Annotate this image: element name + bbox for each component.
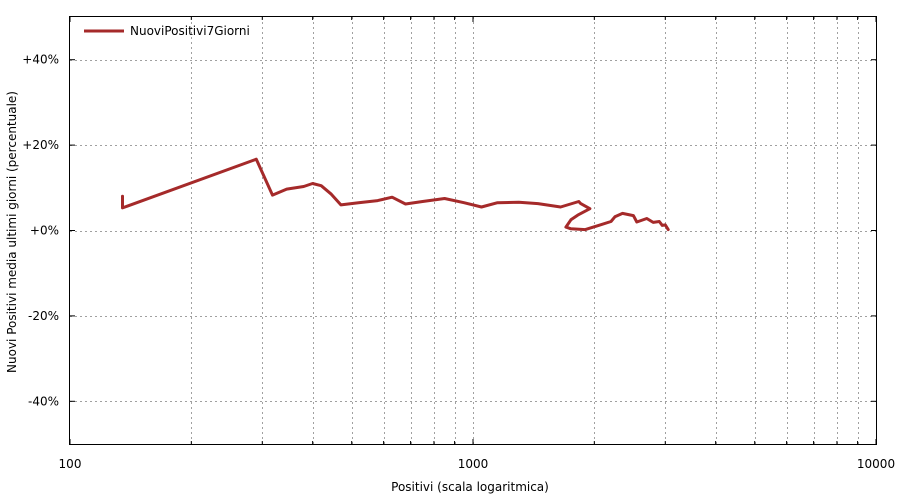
- axis-ticks: 100 1000 10000 -40% -20% +0% +20% +40%: [22, 17, 895, 471]
- legend: NuoviPositivi7Giorni: [84, 24, 250, 38]
- legend-label: NuoviPositivi7Giorni: [130, 24, 250, 38]
- x-tick-label: 1000: [458, 457, 489, 471]
- y-tick-label: +20%: [22, 138, 59, 152]
- plot-frame: [69, 16, 877, 445]
- y-axis-title: Nuovi Positivi media ultimi giorni (perc…: [5, 91, 19, 373]
- x-tick-label: 100: [59, 457, 82, 471]
- x-axis-title: Positivi (scala logaritmica): [391, 480, 549, 494]
- y-tick-label: +40%: [22, 53, 59, 67]
- y-tick-label: -20%: [28, 309, 59, 323]
- grid: [70, 17, 876, 444]
- series-layer: [121, 157, 670, 232]
- series-line-nuovipositivi7giorni: [121, 157, 670, 232]
- x-tick-label: 10000: [857, 457, 895, 471]
- y-tick-label: -40%: [28, 394, 59, 408]
- y-tick-label: +0%: [30, 224, 59, 238]
